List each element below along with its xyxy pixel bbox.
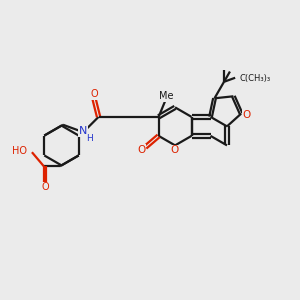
Text: O: O [170,146,178,155]
Text: H: H [86,134,93,143]
Text: O: O [242,110,251,120]
Text: O: O [90,89,98,99]
Text: O: O [137,145,146,155]
Text: Me: Me [159,91,173,101]
Text: HO: HO [12,146,27,156]
Text: O: O [41,182,49,192]
Text: N: N [79,126,88,136]
Text: C(CH₃)₃: C(CH₃)₃ [239,74,270,83]
